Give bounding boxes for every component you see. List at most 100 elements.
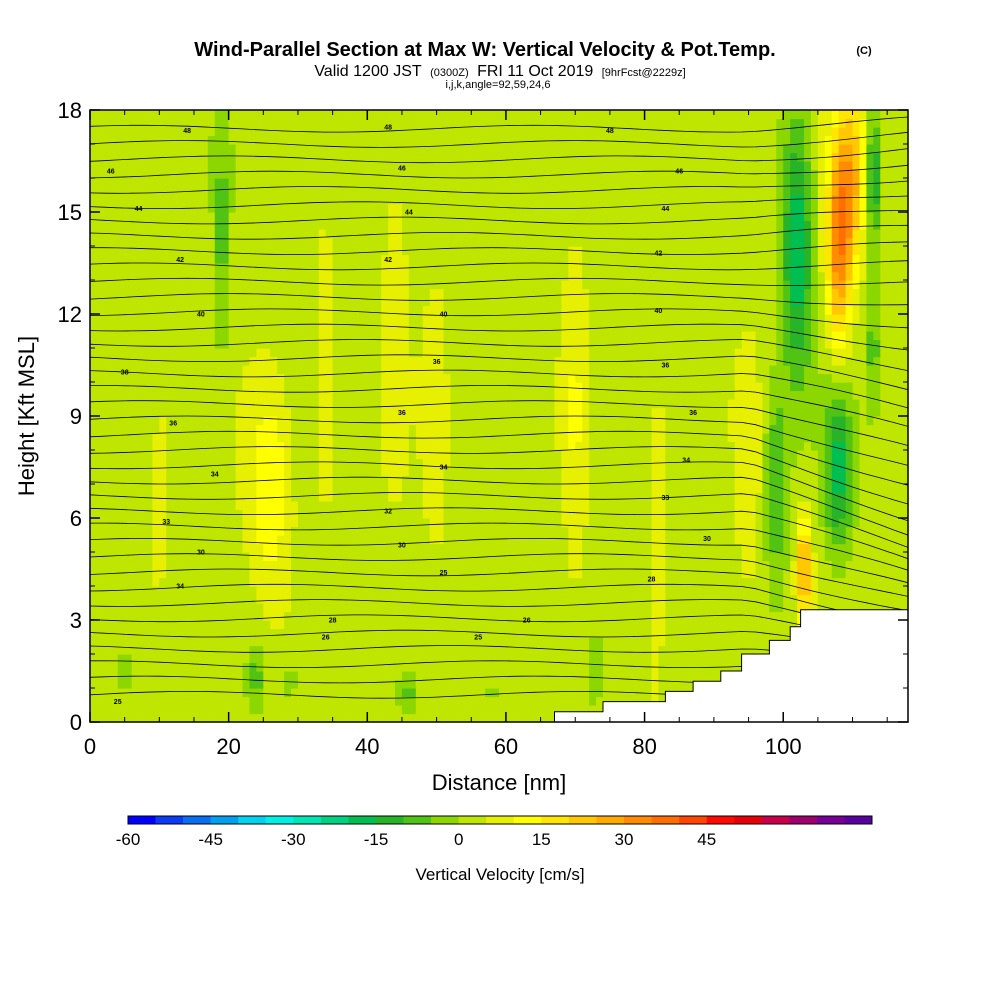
velocity-cell xyxy=(131,569,140,579)
velocity-cell xyxy=(304,713,313,722)
velocity-cell xyxy=(720,577,729,587)
velocity-cell xyxy=(630,603,639,613)
velocity-cell xyxy=(436,603,445,613)
velocity-cell xyxy=(672,611,680,621)
velocity-cell xyxy=(443,577,452,587)
velocity-cell xyxy=(575,679,583,689)
velocity-cell xyxy=(519,501,528,511)
velocity-cell xyxy=(103,373,112,383)
velocity-cell xyxy=(568,433,576,443)
velocity-cell xyxy=(422,688,431,698)
velocity-cell xyxy=(464,645,472,655)
velocity-cell xyxy=(651,620,660,630)
velocity-cell xyxy=(873,365,881,375)
velocity-cell xyxy=(741,365,750,375)
velocity-cell xyxy=(249,390,257,400)
velocity-cell xyxy=(658,696,666,706)
velocity-cell xyxy=(256,577,264,587)
velocity-cell xyxy=(388,637,396,647)
velocity-cell xyxy=(845,492,854,502)
velocity-cell xyxy=(103,535,112,545)
velocity-cell xyxy=(90,560,98,570)
velocity-cell xyxy=(388,696,396,706)
velocity-cell xyxy=(401,569,410,579)
velocity-cell xyxy=(561,552,569,562)
velocity-cell xyxy=(110,484,119,494)
velocity-cell xyxy=(145,628,153,638)
velocity-cell xyxy=(783,628,791,638)
velocity-cell xyxy=(284,407,292,417)
velocity-cell xyxy=(415,475,424,485)
velocity-cell xyxy=(658,620,666,630)
velocity-cell xyxy=(797,560,805,570)
velocity-cell xyxy=(263,424,271,434)
velocity-cell xyxy=(748,628,757,638)
velocity-cell xyxy=(824,526,833,536)
velocity-cell xyxy=(200,594,209,604)
velocity-cell xyxy=(658,611,666,621)
velocity-cell xyxy=(887,467,895,477)
velocity-cell xyxy=(200,475,209,485)
velocity-cell xyxy=(311,492,320,502)
velocity-cell xyxy=(152,458,160,468)
velocity-cell xyxy=(131,416,140,426)
velocity-cell xyxy=(408,458,417,468)
velocity-cell xyxy=(644,365,653,375)
velocity-cell xyxy=(706,475,715,485)
velocity-cell xyxy=(339,705,348,715)
velocity-cell xyxy=(866,382,874,392)
velocity-cell xyxy=(187,492,195,502)
velocity-cell xyxy=(471,688,479,698)
velocity-cell xyxy=(526,416,535,426)
velocity-cell xyxy=(422,373,431,383)
velocity-cell xyxy=(810,390,819,400)
velocity-cell xyxy=(804,416,812,426)
velocity-cell xyxy=(103,526,112,536)
velocity-cell xyxy=(713,543,722,553)
velocity-cell xyxy=(304,637,313,647)
velocity-cell xyxy=(214,628,223,638)
velocity-cell xyxy=(492,603,500,613)
velocity-cell xyxy=(485,450,493,460)
velocity-cell xyxy=(769,475,777,485)
velocity-cell xyxy=(748,526,757,536)
velocity-cell xyxy=(679,603,687,613)
velocity-cell xyxy=(540,662,549,672)
velocity-cell xyxy=(277,671,285,681)
velocity-cell xyxy=(145,552,153,562)
velocity-cell xyxy=(325,552,334,562)
velocity-cell xyxy=(769,458,777,468)
velocity-cell xyxy=(644,450,653,460)
velocity-cell xyxy=(706,441,715,451)
velocity-cell xyxy=(776,407,784,417)
velocity-cell xyxy=(512,373,521,383)
velocity-cell xyxy=(651,433,660,443)
velocity-cell xyxy=(540,713,549,722)
velocity-cell xyxy=(644,637,653,647)
velocity-cell xyxy=(575,399,583,409)
velocity-cell xyxy=(859,484,867,494)
velocity-cell xyxy=(713,628,722,638)
velocity-cell xyxy=(325,535,334,545)
velocity-cell xyxy=(256,620,264,630)
velocity-cell xyxy=(602,399,611,409)
velocity-cell xyxy=(401,509,410,519)
velocity-cell xyxy=(235,509,244,519)
velocity-cell xyxy=(554,637,562,647)
velocity-cell xyxy=(762,620,770,630)
velocity-cell xyxy=(512,552,521,562)
velocity-cell xyxy=(270,526,278,536)
velocity-cell xyxy=(270,637,278,647)
velocity-cell xyxy=(415,407,424,417)
velocity-cell xyxy=(582,441,590,451)
velocity-cell xyxy=(443,535,452,545)
velocity-cell xyxy=(436,552,445,562)
velocity-cell xyxy=(894,492,902,502)
velocity-cell xyxy=(193,509,202,519)
velocity-cell xyxy=(651,543,660,553)
velocity-cell xyxy=(651,679,660,689)
velocity-cell xyxy=(505,526,514,536)
velocity-cell xyxy=(852,492,861,502)
velocity-cell xyxy=(193,373,202,383)
velocity-cell xyxy=(554,467,562,477)
